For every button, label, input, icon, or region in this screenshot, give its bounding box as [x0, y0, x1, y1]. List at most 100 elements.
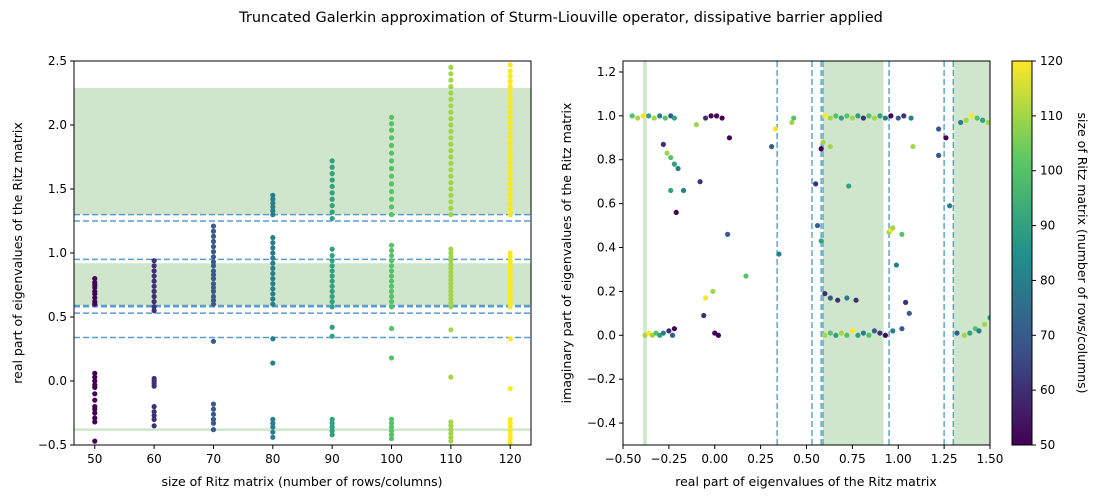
- eigenvalue-point: [844, 295, 850, 301]
- eigenvalue-point: [329, 215, 335, 222]
- eigenvalue-point: [448, 374, 454, 380]
- eigenvalue-point: [329, 246, 335, 252]
- eigenvalue-point: [657, 113, 663, 119]
- eigenvalue-point: [92, 370, 98, 376]
- eigenvalue-point: [329, 158, 335, 164]
- eigenvalue-point: [448, 292, 454, 298]
- eigenvalue-point: [901, 113, 907, 119]
- eigenvalue-point: [671, 326, 677, 332]
- eigenvalue-point: [448, 128, 454, 134]
- eigenvalue-point: [507, 439, 513, 445]
- eigenvalue-point: [822, 290, 828, 297]
- eigenvalue-point: [210, 259, 217, 265]
- eigenvalue-point: [660, 141, 666, 147]
- eigenvalue-point: [329, 209, 335, 215]
- eigenvalue-point: [772, 126, 778, 132]
- x-tick-label: 50: [87, 452, 102, 466]
- eigenvalue-point: [507, 206, 513, 213]
- eigenvalue-point: [448, 258, 454, 264]
- eigenvalue-point: [329, 304, 335, 310]
- eigenvalue-point: [507, 196, 513, 202]
- eigenvalue-point: [947, 203, 953, 209]
- eigenvalue-point: [92, 378, 98, 384]
- x-tick-label: 100: [380, 452, 403, 466]
- eigenvalue-point: [895, 115, 901, 121]
- eigenvalue-point: [448, 205, 454, 211]
- eigenvalue-point: [448, 423, 454, 429]
- eigenvalue-point: [902, 299, 909, 305]
- eigenvalue-point: [329, 273, 335, 279]
- eigenvalue-point: [388, 204, 395, 210]
- eigenvalue-point: [270, 255, 276, 261]
- eigenvalue-point: [92, 288, 98, 294]
- eigenvalue-point: [702, 295, 709, 301]
- eigenvalue-point: [507, 99, 513, 105]
- shaded-band: [74, 263, 531, 306]
- eigenvalue-point: [448, 261, 454, 268]
- eigenvalue-point: [92, 382, 98, 388]
- eigenvalue-point: [448, 427, 454, 433]
- eigenvalue-point: [849, 115, 855, 121]
- eigenvalue-point: [270, 240, 276, 246]
- colorbar-tick-label: 110: [1040, 109, 1063, 123]
- eigenvalue-point: [151, 283, 157, 289]
- eigenvalue-point: [507, 176, 513, 182]
- eigenvalue-point: [664, 150, 670, 156]
- eigenvalue-point: [671, 161, 677, 167]
- eigenvalue-point: [936, 152, 942, 158]
- eigenvalue-point: [726, 135, 733, 141]
- eigenvalue-point: [981, 321, 988, 327]
- eigenvalue-point: [448, 116, 454, 122]
- eigenvalue-point: [967, 330, 973, 336]
- eigenvalue-point: [270, 301, 276, 307]
- eigenvalue-point: [507, 428, 513, 434]
- eigenvalue-point: [448, 135, 454, 141]
- shaded-band: [74, 428, 531, 431]
- eigenvalue-point: [507, 73, 513, 79]
- eigenvalue-point: [890, 328, 896, 334]
- eigenvalue-point: [899, 326, 905, 332]
- eigenvalue-point: [388, 325, 395, 332]
- x-tick-label: 110: [439, 452, 462, 466]
- y-tick-label: 0.2: [597, 284, 616, 298]
- eigenvalue-point: [448, 199, 454, 205]
- eigenvalue-point: [329, 196, 335, 202]
- eigenvalue-point: [210, 427, 217, 433]
- eigenvalue-point: [448, 434, 454, 440]
- eigenvalue-point: [818, 238, 824, 244]
- colorbar-ticks: 50 60 70 80 90 100 110 120: [1032, 54, 1063, 452]
- eigenvalue-point: [388, 278, 395, 284]
- eigenvalue-point: [448, 246, 454, 252]
- eigenvalue-point: [329, 177, 335, 183]
- eigenvalue-point: [822, 332, 828, 338]
- eigenvalue-point: [92, 410, 98, 416]
- eigenvalue-point: [329, 183, 335, 190]
- eigenvalue-point: [270, 336, 276, 342]
- x-tick-label: 120: [499, 452, 522, 466]
- eigenvalue-point: [448, 148, 454, 154]
- eigenvalue-point: [210, 249, 217, 255]
- eigenvalue-point: [329, 268, 335, 274]
- eigenvalue-point: [448, 273, 454, 279]
- eigenvalue-point: [838, 330, 844, 336]
- eigenvalue-point: [388, 114, 395, 120]
- eigenvalue-point: [961, 332, 967, 338]
- eigenvalue-point: [329, 324, 335, 330]
- eigenvalue-point: [448, 103, 454, 109]
- eigenvalue-point: [92, 438, 98, 444]
- eigenvalue-point: [963, 117, 969, 123]
- x-tick-label: 60: [146, 452, 161, 466]
- eigenvalue-point: [668, 154, 674, 161]
- eigenvalue-point: [701, 312, 707, 319]
- eigenvalue-point: [448, 254, 454, 260]
- eigenvalue-point: [448, 277, 454, 283]
- eigenvalue-point: [813, 181, 819, 187]
- eigenvalue-point: [329, 190, 335, 196]
- eigenvalue-point: [507, 300, 513, 306]
- eigenvalue-point: [388, 150, 395, 156]
- eigenvalue-point: [769, 143, 775, 150]
- eigenvalue-point: [448, 122, 454, 128]
- eigenvalue-point: [448, 180, 454, 186]
- x-tick-label: 0.50: [793, 452, 820, 466]
